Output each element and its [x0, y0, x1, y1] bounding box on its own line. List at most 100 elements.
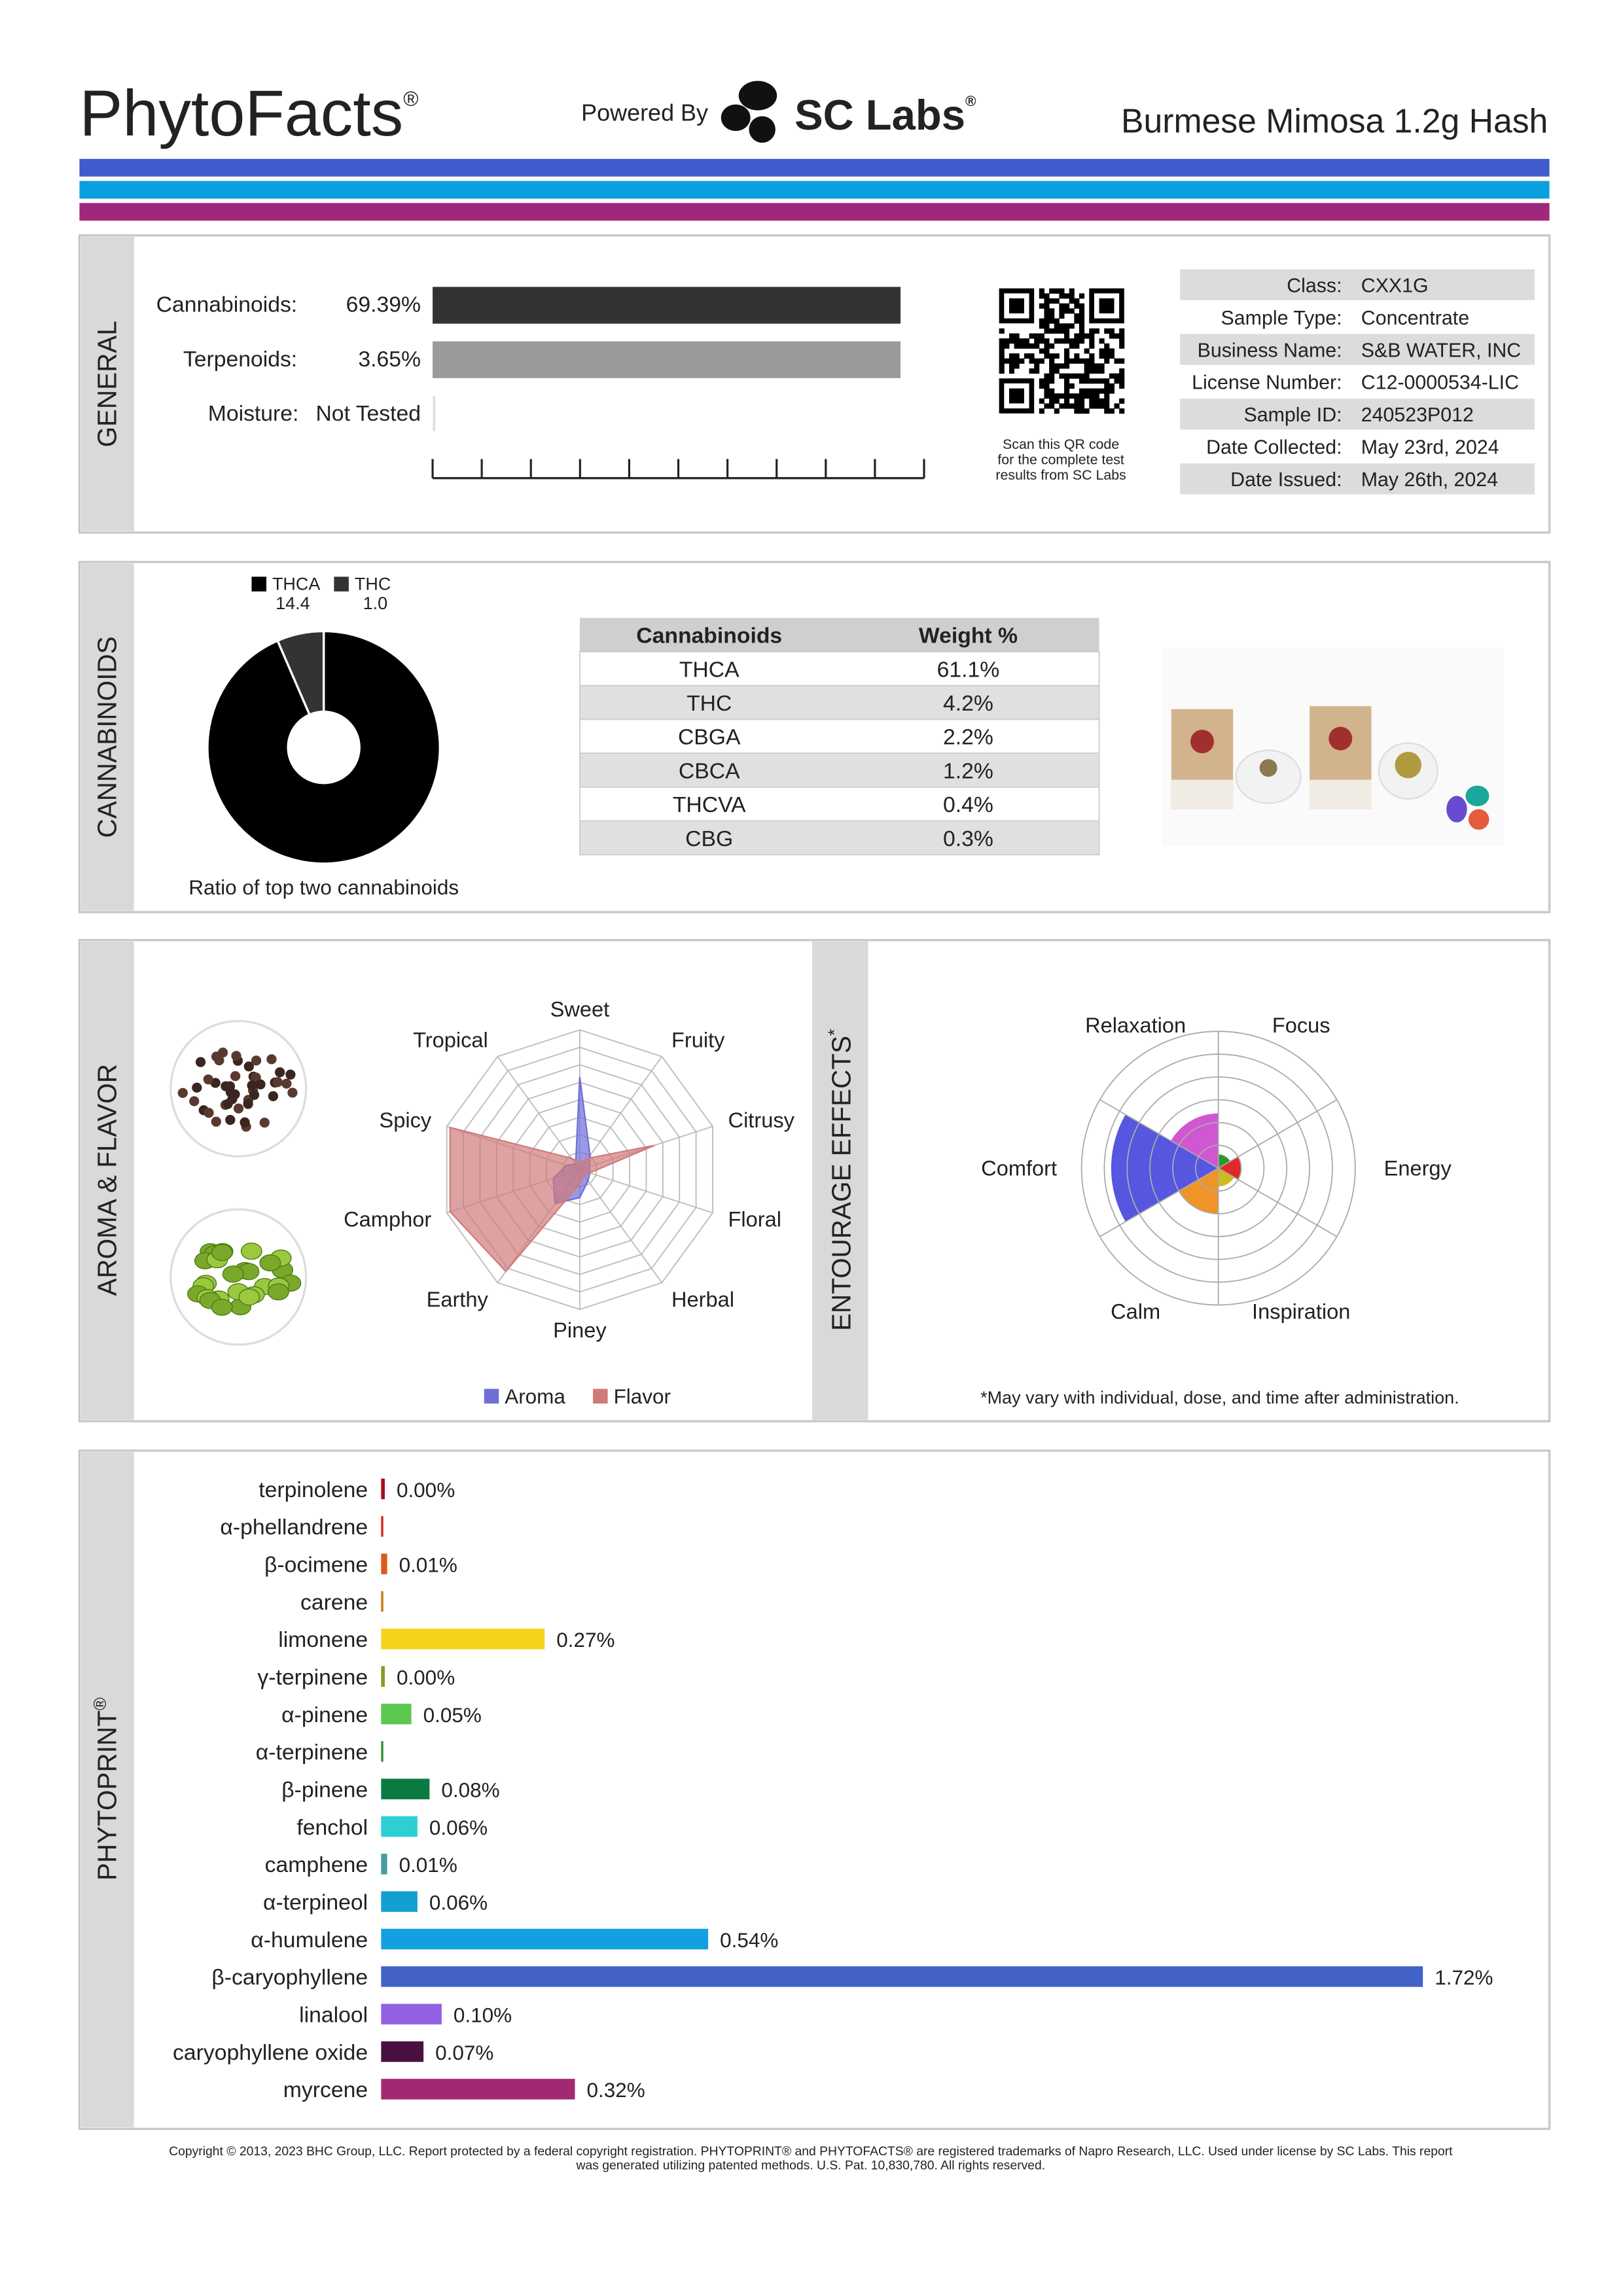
qr-module: [1079, 398, 1085, 404]
qr-module: [1039, 303, 1044, 309]
qr-module: [1004, 358, 1010, 364]
polar-spoke: [1099, 1099, 1219, 1169]
info-label: Class:: [1287, 275, 1342, 296]
section-label: GENERAL: [92, 321, 122, 447]
footer-text: was generated utilizing patented methods…: [576, 2159, 1046, 2172]
qr-module: [1069, 393, 1075, 399]
qr-code: [999, 288, 1125, 414]
qr-module: [1064, 333, 1070, 339]
info-value: C12-0000534-LIC: [1361, 372, 1519, 394]
qr-module: [1079, 313, 1085, 319]
qr-module: [1074, 403, 1080, 409]
peppercorn: [247, 1080, 257, 1091]
terpene-name: α-terpinene: [256, 1740, 368, 1765]
qr-module: [1074, 353, 1080, 359]
terpene-name: camphene: [265, 1852, 368, 1877]
qr-module: [1059, 293, 1065, 299]
radar-axis-label: Fruity: [671, 1028, 725, 1052]
qr-module: [1064, 348, 1070, 354]
qr-module: [1069, 323, 1075, 329]
peppercorn: [243, 1099, 253, 1109]
qr-module: [1079, 388, 1085, 394]
qr-module: [1008, 363, 1015, 369]
radar-area: [449, 1126, 655, 1273]
qr-module: [1104, 393, 1110, 399]
peppercorn: [287, 1087, 298, 1098]
qr-module: [1114, 333, 1120, 339]
polar-label: Comfort: [981, 1156, 1057, 1180]
qr-module: [1084, 368, 1090, 374]
peppercorn: [275, 1067, 285, 1078]
qr-module: [1094, 388, 1100, 394]
qr-module: [1079, 318, 1085, 324]
qr-module: [1069, 383, 1075, 389]
info-label: Date Collected:: [1206, 437, 1342, 459]
info-value: 240523P012: [1361, 404, 1474, 426]
qr-module: [1069, 293, 1075, 299]
brand: PhytoFacts®: [79, 77, 418, 149]
info-label: Sample Type:: [1221, 308, 1342, 329]
qr-module: [1059, 308, 1065, 314]
qr-module: [1064, 363, 1070, 369]
terpene-bar: [381, 2004, 442, 2024]
qr-module: [1104, 358, 1110, 364]
section-label: AROMA & FLAVOR: [92, 1064, 122, 1296]
qr-module: [1089, 338, 1095, 344]
table-header-cell: Cannabinoids: [636, 624, 782, 648]
qr-finder: [1008, 298, 1024, 313]
qr-module: [1044, 348, 1050, 354]
pie-hole: [287, 711, 361, 785]
qr-module: [1044, 323, 1050, 329]
qr-module: [1054, 323, 1060, 329]
peppercorn: [266, 1054, 277, 1065]
qr-module: [1029, 353, 1035, 359]
qr-module: [1049, 298, 1055, 304]
terpene-bar: [381, 1666, 385, 1687]
terpene-name: α-phellandrene: [220, 1515, 368, 1540]
info-value: Concentrate: [1361, 308, 1469, 329]
hop: [268, 1283, 289, 1301]
qr-module: [1074, 398, 1080, 404]
qr-module: [1104, 353, 1110, 359]
qr-finder: [1008, 388, 1024, 404]
qr-module: [1099, 388, 1105, 394]
peppercorn: [240, 1117, 250, 1127]
qr-module: [1054, 298, 1060, 304]
qr-module: [1008, 358, 1015, 364]
qr-finder: [1099, 298, 1115, 313]
qr-module: [1059, 288, 1065, 294]
qr-module: [999, 368, 1005, 374]
qr-module: [1004, 338, 1010, 344]
peppercorn: [249, 1089, 260, 1101]
peppercorn: [285, 1069, 296, 1080]
qr-module: [1044, 343, 1050, 349]
table-cell: THC: [687, 691, 732, 716]
qr-module: [1079, 403, 1085, 409]
qr-module: [1059, 338, 1065, 344]
qr-module: [1039, 338, 1044, 344]
legend-swatch: [593, 1388, 608, 1404]
qr-module: [1054, 328, 1060, 334]
qr-module: [1084, 373, 1090, 379]
terpene-name: limonene: [278, 1627, 368, 1652]
qr-module: [1039, 398, 1044, 404]
qr-module: [1119, 358, 1125, 364]
qr-module: [1079, 408, 1085, 414]
qr-module: [1074, 303, 1080, 309]
terpene-value: 0.54%: [720, 1929, 778, 1952]
peppercorn: [227, 1094, 238, 1104]
qr-module: [1014, 338, 1020, 344]
qr-module: [1059, 303, 1065, 309]
qr-module: [999, 363, 1005, 369]
qr-module: [1119, 378, 1125, 384]
qr-module: [1089, 363, 1095, 369]
info-value: CXX1G: [1361, 275, 1429, 296]
section-tab: [80, 1452, 134, 2128]
qr-module: [1114, 358, 1120, 364]
qr-module: [999, 338, 1005, 344]
qr-module: [1109, 333, 1115, 339]
qr-module: [1069, 403, 1075, 409]
qr-module: [1109, 388, 1115, 394]
terpene-value: 0.10%: [454, 2004, 512, 2027]
